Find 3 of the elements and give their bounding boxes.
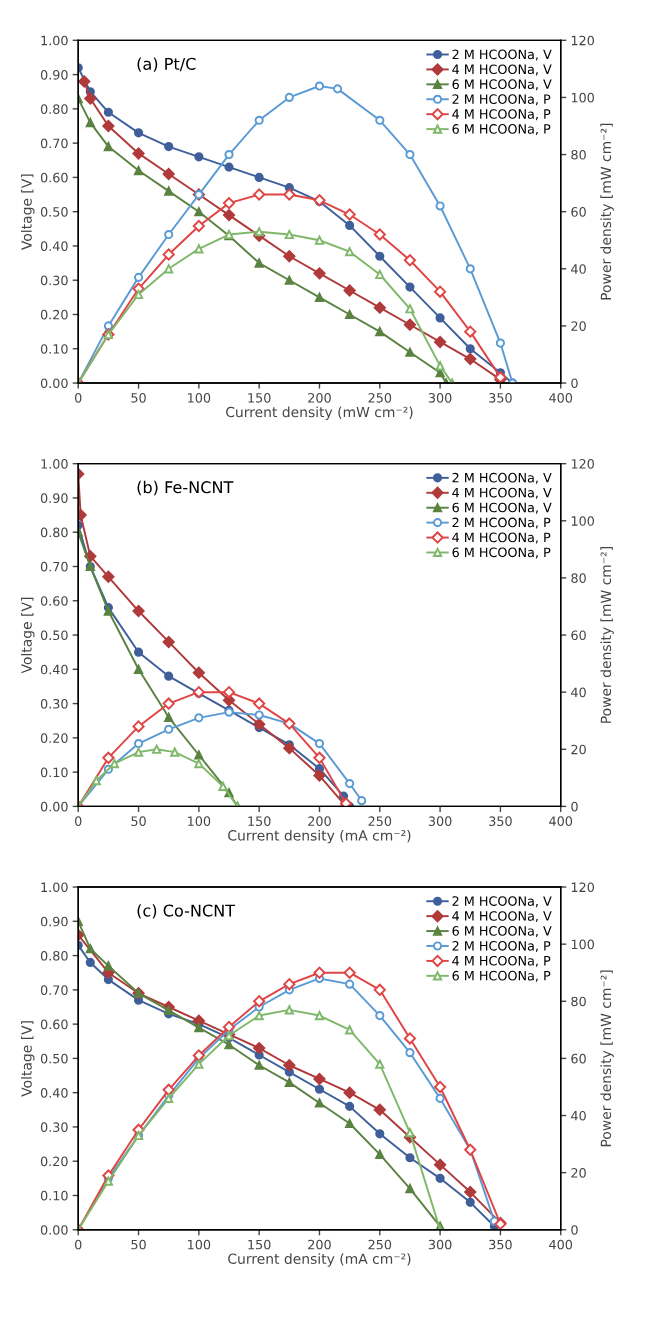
annotation: (a) Pt/C [137, 57, 196, 72]
annotation: (c) Co-NCNT [137, 904, 236, 919]
annotation: (b) Fe-NCNT [137, 480, 234, 496]
